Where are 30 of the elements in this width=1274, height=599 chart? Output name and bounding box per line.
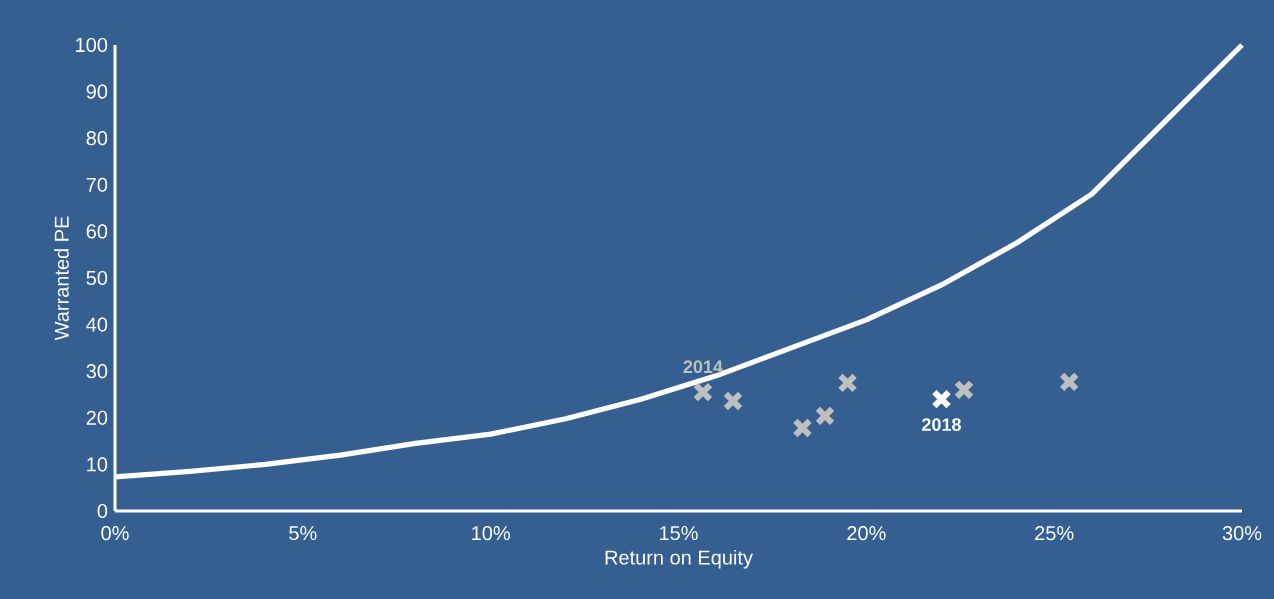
point (692, 382, 713, 403)
y-tick-label: 10 (87, 457, 108, 472)
x-tick-label: 20% (847, 526, 886, 541)
x-tick-label: 30% (1222, 526, 1262, 541)
y-tick-label: 0 (97, 503, 108, 519)
point (722, 390, 744, 412)
x-tick-label: 5% (289, 526, 317, 541)
y-axis-title: Warranted PE (54, 216, 69, 341)
x-tick-label: 0% (101, 526, 129, 541)
y-tick-label: 80 (86, 131, 108, 146)
point (837, 372, 858, 393)
point (1059, 371, 1080, 392)
y-tick-label: 40 (86, 317, 108, 332)
annotation: 2018 (922, 418, 961, 431)
point (814, 405, 836, 426)
y-tick-label: 30 (86, 364, 108, 379)
y-tick-label: 70 (86, 177, 108, 192)
y-tick-label: 60 (86, 224, 108, 239)
point (953, 379, 975, 400)
x-axis-title: Return on Equity (605, 549, 753, 569)
y-tick-label: 90 (86, 84, 108, 99)
y-tick-label: 100 (76, 37, 108, 53)
x-tick-label: 10% (472, 526, 510, 541)
y-tick-label: 20 (86, 410, 108, 425)
x-tick-label: 25% (1035, 526, 1074, 541)
y-tick-label: 50 (86, 270, 108, 286)
x-tick-label: 15% (660, 526, 698, 541)
annotation: 2014 (683, 360, 723, 374)
point (931, 389, 952, 410)
point (792, 417, 813, 439)
